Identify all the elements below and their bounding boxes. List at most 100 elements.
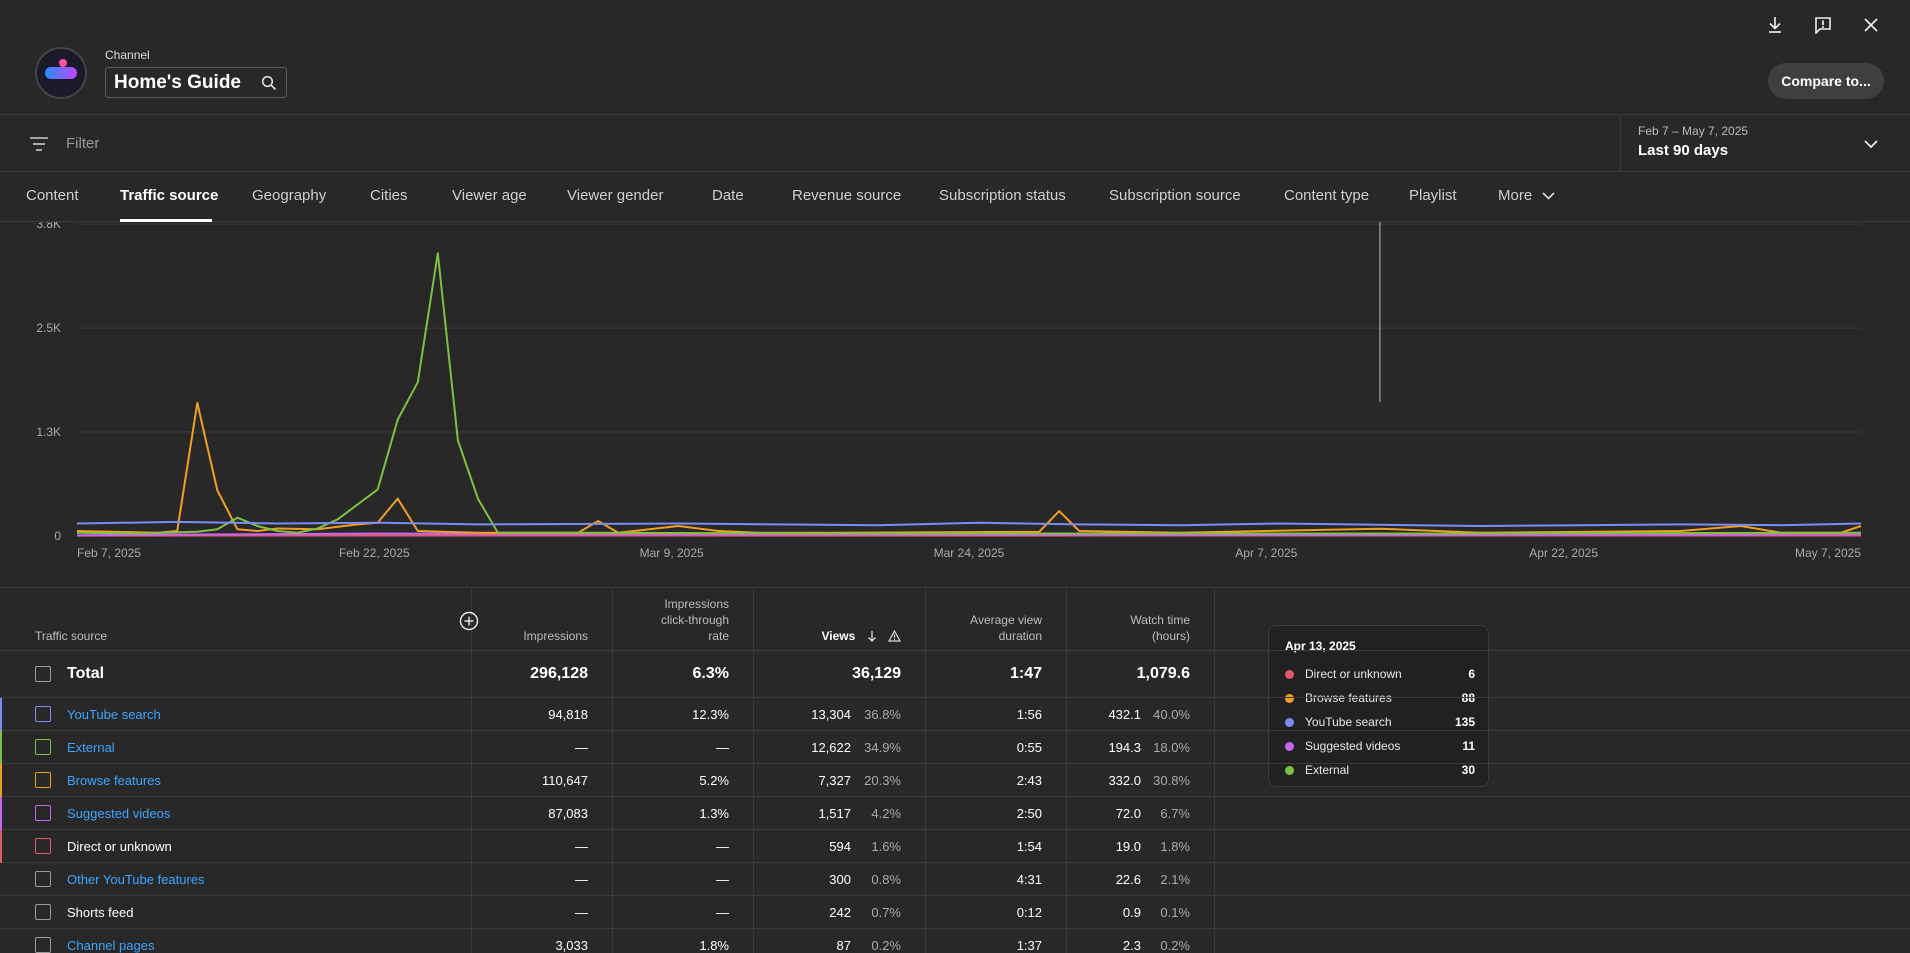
feedback-icon[interactable] (1812, 14, 1834, 36)
row-label: Direct or unknown (67, 839, 172, 854)
header-ctr-line: rate (708, 629, 729, 643)
channel-avatar[interactable] (35, 47, 87, 99)
cell-views-percent: 1.6% (871, 839, 901, 854)
row-checkbox[interactable] (35, 772, 51, 788)
tab-content-type[interactable]: Content type (1284, 187, 1370, 204)
tab-date[interactable]: Date (712, 187, 744, 204)
search-icon[interactable] (260, 74, 278, 92)
tab-traffic-source[interactable]: Traffic source (120, 187, 219, 204)
traffic-chart[interactable]: 0 1.3K 2.5K 3.8K Feb 7, 2025 Feb 22, 2025 Mar … (0, 222, 1910, 787)
table-row[interactable]: YouTube search 94,818 12.3% 13,304 36.8% 1:56… (0, 698, 1910, 731)
table-row[interactable]: Browse features 110,647 5.2% 7,327 20.3% 2:43… (0, 764, 1910, 797)
column-divider (925, 588, 926, 953)
cell-views: 13,304 (811, 707, 851, 722)
table-row[interactable]: External — — 12,622 34.9% 0:55 194.3 18.0% (0, 731, 1910, 764)
close-icon[interactable] (1860, 14, 1882, 36)
date-period-selector[interactable]: Last 90 days (1638, 142, 1729, 159)
download-icon[interactable] (1764, 14, 1786, 36)
tab-cities[interactable]: Cities (370, 187, 408, 204)
row-checkbox[interactable] (35, 904, 51, 920)
header-impressions[interactable]: Impressions (523, 629, 588, 643)
chart-svg: 0 1.3K 2.5K 3.8K Feb 7, 2025 Feb 22, 2025 Mar … (36, 222, 1862, 560)
header-watch-time[interactable]: Watch time (hours) (1130, 612, 1190, 644)
cell-watch-percent: 30.8% (1153, 773, 1190, 788)
cell-views: 300 (829, 872, 851, 887)
row-checkbox[interactable] (35, 739, 51, 755)
cell-impressions: — (575, 872, 588, 887)
row-label[interactable]: Channel pages (67, 938, 155, 953)
row-checkbox[interactable] (35, 838, 51, 854)
tab-more[interactable]: More (1498, 187, 1555, 204)
row-label[interactable]: External (67, 740, 115, 755)
tooltip-label: YouTube search (1305, 715, 1392, 729)
cell-avd: 2:50 (1016, 806, 1042, 821)
cell-avd: 0:55 (1016, 740, 1042, 755)
cell-views-percent: 20.3% (864, 773, 901, 788)
legend-dot (1285, 742, 1294, 751)
legend-dot (1285, 670, 1294, 679)
row-label[interactable]: Other YouTube features (67, 872, 205, 887)
column-divider (1214, 588, 1215, 953)
cell-watch-time: 22.6 (1115, 872, 1141, 887)
table-row[interactable]: Shorts feed — — 242 0.7% 0:12 0.9 0.1% (0, 896, 1910, 929)
header-avg-view-duration[interactable]: Average view duration (970, 612, 1042, 644)
header-views-label: Views (821, 629, 856, 643)
tab-content[interactable]: Content (26, 187, 79, 204)
column-divider (753, 588, 754, 953)
total-checkbox[interactable] (35, 666, 51, 682)
column-divider (471, 588, 472, 953)
tooltip-label: Suggested videos (1305, 739, 1401, 753)
header-views[interactable]: Views (822, 628, 902, 644)
row-checkbox[interactable] (35, 871, 51, 887)
row-checkbox[interactable] (35, 937, 51, 953)
filter-bar: Filter Feb 7 – May 7, 2025 Last 90 days (0, 115, 1910, 172)
header-ctr[interactable]: Impressions click-through rate (661, 596, 729, 644)
x-tick-label: Apr 22, 2025 (1529, 546, 1598, 560)
filter-icon[interactable] (28, 133, 50, 155)
tab-subscription-source[interactable]: Subscription source (1109, 187, 1241, 204)
tab-playlist[interactable]: Playlist (1409, 187, 1457, 204)
tab-subscription-status[interactable]: Subscription status (939, 187, 1066, 204)
table-row-total: Total 296,128 6.3% 36,129 1:47 1,079.6 (0, 651, 1910, 698)
y-tick-label: 1.3K (36, 425, 61, 439)
header-ctr-line: Impressions (664, 597, 729, 611)
row-label[interactable]: Browse features (67, 773, 161, 788)
row-label[interactable]: YouTube search (67, 707, 161, 722)
warning-icon[interactable] (887, 629, 902, 642)
tooltip-value: 88 (1461, 691, 1475, 705)
tab-geography[interactable]: Geography (252, 187, 327, 204)
row-label[interactable]: Suggested videos (67, 806, 171, 821)
tab-viewer-age[interactable]: Viewer age (452, 187, 527, 204)
tooltip-row: External 30 (1285, 762, 1475, 780)
series-line-youtube-search (76, 520, 1862, 527)
table-row[interactable]: Other YouTube features — — 300 0.8% 4:31 22.6 2… (0, 863, 1910, 896)
tooltip-value: 135 (1454, 715, 1475, 729)
add-column-icon[interactable] (458, 610, 480, 632)
table-header: Traffic source Impressions Impressions c… (0, 588, 1910, 651)
table-row[interactable]: Suggested videos 87,083 1.3% 1,517 4.2% 2:50 7… (0, 797, 1910, 830)
date-range-text[interactable]: Feb 7 – May 7, 2025 (1638, 124, 1749, 138)
channel-selector[interactable]: Home's Guide (105, 67, 287, 98)
cell-avd: 1:37 (1016, 938, 1042, 953)
cell-avd: 4:31 (1016, 872, 1042, 887)
cell-ctr: — (716, 872, 729, 887)
cell-views: 242 (829, 905, 851, 920)
x-tick-label: Mar 24, 2025 (934, 546, 1005, 560)
tab-viewer-gender[interactable]: Viewer gender (567, 187, 664, 204)
cell-watch-percent: 0.1% (1160, 905, 1190, 920)
row-color-accent (0, 929, 2, 953)
table-row[interactable]: Direct or unknown — — 594 1.6% 1:54 19.0 1.8% (0, 830, 1910, 863)
cell-views: 87 (836, 938, 851, 953)
cell-impressions: — (575, 839, 588, 854)
avatar-logo-shape (45, 67, 77, 79)
filter-input[interactable]: Filter (66, 135, 100, 152)
table-row[interactable]: Channel pages 3,033 1.8% 87 0.2% 1:37 2.3 0.2% (0, 929, 1910, 953)
row-checkbox[interactable] (35, 805, 51, 821)
compare-button[interactable]: Compare to... (1768, 63, 1884, 99)
tooltip-label: Direct or unknown (1305, 667, 1402, 681)
row-checkbox[interactable] (35, 706, 51, 722)
tab-revenue-source[interactable]: Revenue source (792, 187, 902, 204)
header-traffic-source[interactable]: Traffic source (35, 629, 108, 643)
tooltip-row: Direct or unknown 6 (1285, 666, 1475, 684)
chevron-down-icon[interactable] (1860, 133, 1882, 155)
